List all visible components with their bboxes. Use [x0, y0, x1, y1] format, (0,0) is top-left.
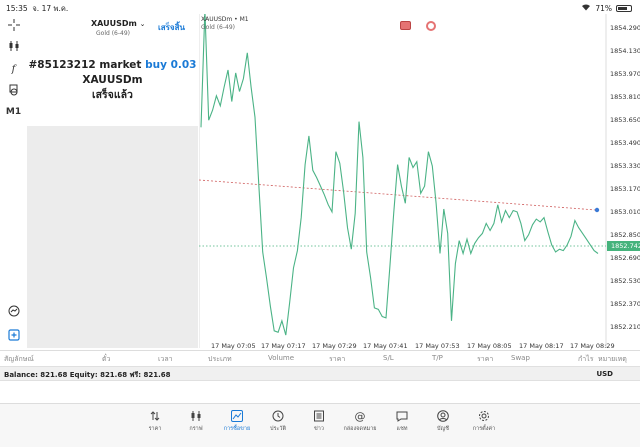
trade-panel-icon[interactable] [4, 326, 23, 344]
battery-icon [616, 4, 632, 12]
chat-icon [385, 409, 419, 423]
y-axis-tick: 1852.370 [610, 299, 640, 308]
col-ticket[interactable]: ตั๋ว [102, 355, 111, 363]
nav-account[interactable]: บัญชี [426, 409, 460, 433]
y-axis-tick: 1852.690 [610, 253, 640, 262]
news-icon [302, 409, 336, 423]
col-swap[interactable]: Swap [511, 354, 530, 362]
col-volume[interactable]: Volume [268, 354, 295, 362]
depth-icon[interactable] [426, 21, 436, 31]
history-icon [261, 409, 295, 423]
x-axis-tick: 17 May 07:41 [363, 342, 408, 350]
x-axis-tick: 17 May 07:05 [211, 342, 256, 350]
nav-news[interactable]: ข่าว [302, 409, 336, 433]
balance-row: Balance: 821.68 Equity: 821.68 ฟรี: 821.… [0, 366, 640, 381]
timeframe-button[interactable]: M1 [5, 107, 22, 117]
left-toolbar: f M1 [0, 14, 27, 348]
done-button[interactable]: เสร็จสิ้น [158, 23, 185, 32]
col-price-current[interactable]: ราคา [477, 355, 494, 363]
nav-chat[interactable]: แชท [385, 409, 419, 433]
price-series-line [200, 14, 599, 336]
price-chart[interactable] [199, 14, 640, 348]
quotes-icon [138, 409, 172, 423]
balance-currency: USD [596, 370, 613, 378]
col-tp[interactable]: T/P [432, 354, 443, 362]
nav-quotes[interactable]: ราคา [138, 409, 172, 433]
balance-text: Balance: 821.68 Equity: 821.68 ฟรี: 821.… [4, 371, 171, 379]
x-axis-tick: 17 May 08:05 [467, 342, 512, 350]
chart-title: XAUUSDm • M1 [201, 16, 249, 23]
nav-settings[interactable]: การตั้งค่า [467, 409, 501, 433]
x-axis-tick: 17 May 07:53 [415, 342, 460, 350]
y-axis-tick: 1852.530 [610, 276, 640, 285]
y-axis-tick: 1853.490 [610, 139, 640, 148]
trade-info: #85123212 market buy 0.03 XAUUSDm เสร็จแ… [27, 58, 198, 103]
one-click-trading-icon[interactable] [400, 21, 411, 30]
y-axis-tick: 1852.850 [610, 230, 640, 239]
ask-marker [594, 207, 600, 213]
chart-subtitle: Gold (6-49) [201, 24, 236, 31]
account-icon [426, 409, 460, 423]
nav-mailbox[interactable]: @ กล่องจดหมาย [343, 409, 377, 433]
crosshair-icon[interactable] [4, 16, 23, 34]
nav-history[interactable]: ประวัติ [261, 409, 295, 433]
x-axis-tick: 17 May 07:17 [261, 342, 306, 350]
function-icon[interactable]: f [11, 63, 16, 75]
indicators-icon[interactable] [4, 37, 23, 55]
bottom-navigation: ราคา กราฟ การซื้อขาย ประวัติ ข่าว @ กล่อ… [0, 403, 640, 447]
col-price[interactable]: ราคา [329, 355, 346, 363]
x-axis-tick: 17 May 08:17 [519, 342, 564, 350]
status-time: 15:35 จ. 17 พ.ค. [6, 4, 69, 13]
y-axis-tick: 1853.650 [610, 116, 640, 125]
y-axis-tick: 1853.810 [610, 93, 640, 102]
current-price-tag: 1852.742 [607, 241, 640, 251]
order-symbol: XAUUSDm [82, 74, 143, 86]
status-bar: 15:35 จ. 17 พ.ค. 71% [0, 0, 640, 14]
nav-trade[interactable]: การซื้อขาย [220, 409, 254, 433]
y-axis-tick: 1853.010 [610, 207, 640, 216]
order-line: #85123212 market buy 0.03 [28, 59, 197, 71]
x-axis-tick: 17 May 07:29 [312, 342, 357, 350]
col-symbol[interactable]: สัญลักษณ์ [4, 355, 34, 363]
nav-chart[interactable]: กราฟ [179, 409, 213, 433]
col-profit[interactable]: กำไร [578, 355, 594, 363]
col-comment[interactable]: หมายเหตุ [598, 355, 627, 363]
y-axis-tick: 1853.970 [610, 70, 640, 79]
y-axis-tick: 1854.130 [610, 47, 640, 56]
mailbox-icon: @ [354, 409, 366, 423]
col-time[interactable]: เวลา [158, 355, 173, 363]
symbol-selector[interactable]: XAUUSDm ⌄ [91, 19, 146, 28]
battery-percent: 71% [595, 3, 612, 13]
x-axis-tick: 17 May 08:29 [570, 342, 615, 350]
y-axis-tick: 1853.330 [610, 162, 640, 171]
y-axis-tick: 1854.290 [610, 24, 640, 33]
positions-table-header: สัญลักษณ์ ตั๋ว เวลา ประเภท Volume ราคา S… [0, 350, 640, 364]
symbol-description: Gold (6-49) [96, 30, 131, 37]
trade-result-panel: XAUUSDm ⌄ Gold (6-49) เสร็จสิ้น #8512321… [27, 14, 198, 126]
y-axis-tick: 1853.170 [610, 184, 640, 193]
panel-background [27, 126, 198, 348]
y-axis-tick: 1852.210 [610, 322, 640, 331]
zoom-icon[interactable] [4, 302, 23, 320]
settings-icon [467, 409, 501, 423]
col-sl[interactable]: S/L [383, 354, 394, 362]
objects-icon[interactable] [4, 81, 23, 99]
order-status: เสร็จแล้ว [92, 89, 133, 101]
col-type[interactable]: ประเภท [208, 355, 232, 363]
wifi-icon [581, 3, 591, 13]
trade-icon [220, 409, 254, 423]
chart-icon [179, 409, 213, 423]
